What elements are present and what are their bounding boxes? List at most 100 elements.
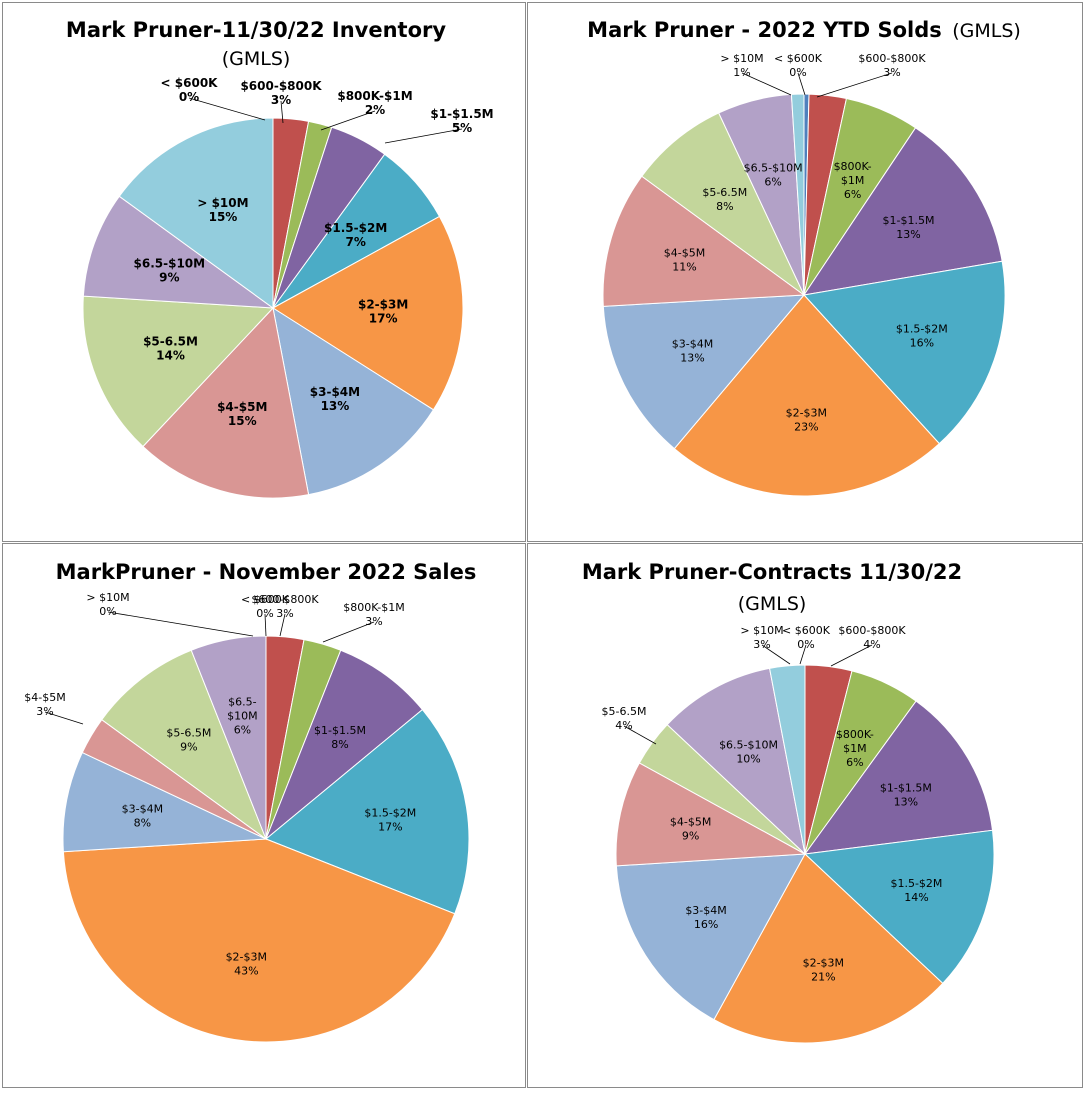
pie-slice--10m <box>769 664 806 855</box>
leader-line <box>761 644 791 665</box>
slice-label: $1-$1.5M 8% <box>314 724 366 751</box>
pie-slice--1-5-2m <box>265 708 470 915</box>
pie-chart-contracts: Mark Pruner-Contracts 11/30/22 (GMLS) < … <box>582 560 995 1044</box>
slice-label: $1-$1.5M 5% <box>430 107 493 135</box>
slice-label: $6.5-$10M 6% <box>227 695 258 736</box>
slice-label: $3-$4M 16% <box>685 904 726 931</box>
slice-label: $5-6.5M 4% <box>602 705 647 732</box>
slice-label: > $10M 0% <box>86 591 129 618</box>
slice-label: $6.5-$10M 6% <box>744 161 803 188</box>
pie-slice--1-5-2m <box>803 829 995 985</box>
slice-label: $2-$3M 23% <box>786 407 827 434</box>
pie-slice--1-5-2m <box>803 260 1006 445</box>
slice-label: $600-$800K 3% <box>251 593 319 620</box>
slice-label: $800K-$1M 6% <box>836 728 874 769</box>
chart-title: Mark Pruner-Contracts 11/30/22 <box>582 560 962 584</box>
slice-label: < $600K 0% <box>774 52 823 79</box>
slice-label: $1.5-$2M 16% <box>896 323 948 350</box>
slice-label: $4-$5M 3% <box>24 691 65 718</box>
slice-label: $800K-$1M 6% <box>834 160 872 201</box>
slice-label: $5-6.5M 14% <box>143 335 198 363</box>
chart-subtitle: (GMLS) <box>222 48 291 70</box>
slice-label: $2-$3M 21% <box>803 957 844 984</box>
leader-line <box>264 613 267 637</box>
slice-label: $800K-$1M 2% <box>337 89 412 117</box>
pie-slice--2-3m <box>62 838 456 1043</box>
pie-slice--3-4m <box>602 294 806 450</box>
slice-label: $600-$800K 3% <box>240 79 322 107</box>
leader-line <box>799 644 807 665</box>
pie-slice--1-1-5m <box>803 700 994 855</box>
pie-slice--4-5m <box>142 306 310 499</box>
pie-slice--2-3m <box>713 853 944 1044</box>
leader-line <box>623 725 657 745</box>
slice-label: $6.5-$10M 9% <box>134 257 206 285</box>
slice-labels: < $600K 0%$600-$800K 3% $800K-$1M 3% $1-$1.5M… <box>24 591 416 977</box>
pie-slice--5-6-5m <box>101 649 268 841</box>
slice-label: $1.5-$2M 14% <box>890 877 942 904</box>
pie-slice--10m <box>790 93 805 296</box>
pie-slice--4-5m <box>615 762 807 867</box>
pie-slices <box>615 664 995 1044</box>
chart-panel-inventory: Mark Pruner-11/30/22 Inventory (GMLS) < … <box>2 2 526 542</box>
leader-line <box>279 613 286 637</box>
slice-label: $4-$5M 11% <box>664 247 705 274</box>
slice-label: < $600K 0% <box>241 593 290 620</box>
slice-label: $1.5-$2M 7% <box>324 221 387 249</box>
leader-line <box>44 711 84 725</box>
slice-label: $5-6.5M 9% <box>166 727 211 754</box>
chart-title: MarkPruner - November 2022 Sales <box>56 560 477 584</box>
slice-label: $5-6.5M 8% <box>702 186 747 213</box>
pie-slice--2-3m <box>272 215 464 411</box>
chart-title-line: Mark Pruner - 2022 YTD Solds (GMLS) <box>587 18 1021 42</box>
pie-slice--3-4m <box>272 306 435 496</box>
pie-slices <box>62 635 470 1043</box>
pie-slice--4-5m <box>602 175 806 307</box>
slice-label: < $600K 0% <box>782 624 831 651</box>
leader-line <box>280 100 284 124</box>
slice-label: $4-$5M 15% <box>217 400 267 428</box>
chart-panel-november-sales: MarkPruner - November 2022 Sales < $600K… <box>2 543 526 1088</box>
chart-title: Mark Pruner - 2022 YTD Solds <box>587 18 942 42</box>
leader-line <box>816 72 893 98</box>
slice-labels: < $600K 0% $600-$800K 3% $800K-$1M 6% $1-$1.5M… <box>664 52 948 434</box>
slice-label: $1-$1.5M 13% <box>883 214 935 241</box>
slice-label: > $10M 15% <box>197 196 248 224</box>
chart-panel-ytd-solds: Mark Pruner - 2022 YTD Solds (GMLS) < $6… <box>527 2 1083 542</box>
leader-line <box>830 644 873 667</box>
leader-line <box>188 97 266 121</box>
slice-label: $800K-$1M 3% <box>343 601 405 628</box>
pie-slices <box>82 117 464 499</box>
slice-label: $3-$4M 13% <box>310 385 360 413</box>
chart-panel-contracts: Mark Pruner-Contracts 11/30/22 (GMLS) < … <box>527 543 1083 1088</box>
pie-slice--1-1-5m <box>265 649 424 840</box>
pie-slice--6-5-10m <box>82 195 275 309</box>
pie-slice--10m <box>118 117 274 309</box>
leader-line <box>384 128 463 144</box>
chart-subtitle: (GMLS) <box>738 593 807 615</box>
slice-label: $600-$800K 3% <box>858 52 926 79</box>
slice-label: $2-$3M 43% <box>226 950 267 977</box>
leader-line <box>741 72 792 96</box>
slice-label: > $10M 1% <box>720 52 763 79</box>
slice-labels: < $600K 0% $600-$800K 4% $800K-$1M 6%$1-$1.5M… <box>602 624 943 984</box>
slice-label: > $10M 3% <box>740 624 783 651</box>
pie-slice--1-1-5m <box>802 127 1003 296</box>
pie-slice--5-6-5m <box>82 295 275 448</box>
slice-label: $3-$4M 13% <box>672 338 713 365</box>
slice-label: $4-$5M 9% <box>670 815 711 842</box>
leader-line <box>322 621 375 643</box>
slice-label: $1-$1.5M 13% <box>880 781 932 808</box>
slice-label: < $600K 0% <box>161 76 219 104</box>
pie-slice--5-6-5m <box>641 112 805 296</box>
slice-label: $6.5-$10M 10% <box>719 738 778 765</box>
pie-chart-november-sales: MarkPruner - November 2022 Sales < $600K… <box>24 560 477 1043</box>
pie-slice--2-3m <box>673 294 941 497</box>
leader-line <box>107 611 254 637</box>
pie-slice--3-4m <box>615 853 806 1021</box>
chart-subtitle: (GMLS) <box>952 20 1021 42</box>
pie-slice--6-5-10m <box>666 667 806 856</box>
chart-title: Mark Pruner-11/30/22 Inventory <box>66 18 446 42</box>
slice-label: $2-$3M 17% <box>358 297 408 325</box>
leader-line <box>797 72 806 96</box>
